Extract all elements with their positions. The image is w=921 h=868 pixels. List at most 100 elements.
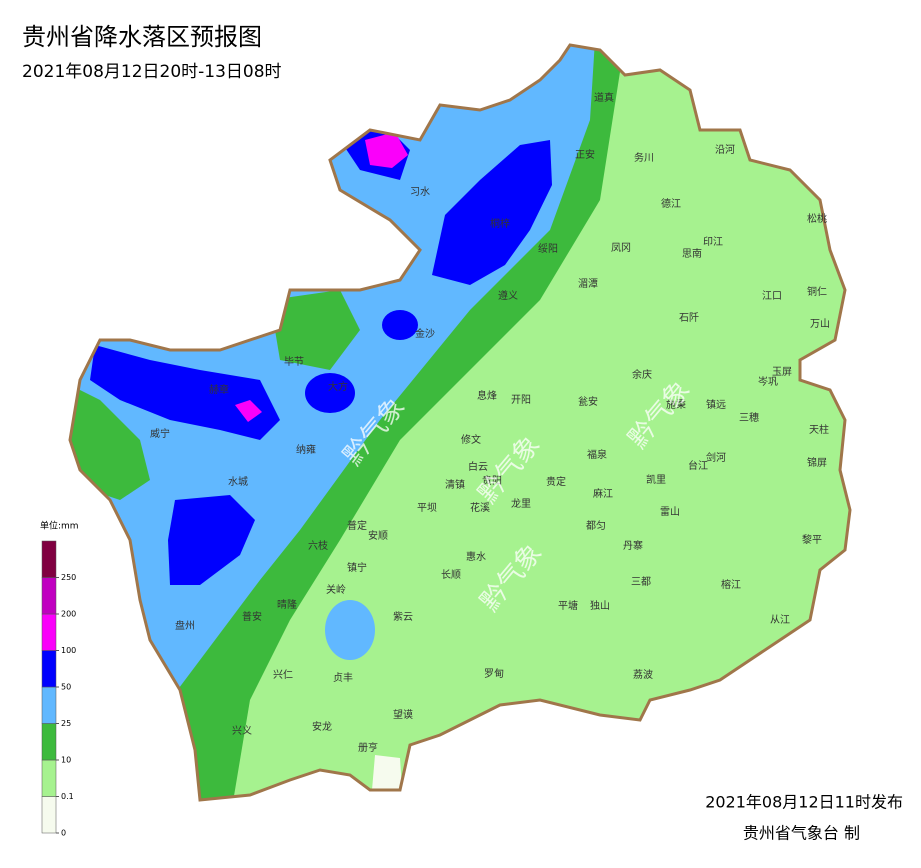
county-label: 施秉 <box>666 398 686 411</box>
county-label: 大方 <box>328 380 348 393</box>
area-heavy <box>325 600 375 660</box>
county-label: 石阡 <box>679 312 699 324</box>
legend-tick-label: 100 <box>61 646 76 655</box>
county-label: 印江 <box>703 236 723 248</box>
county-label: 息烽 <box>477 389 497 402</box>
county-label: 晴隆 <box>277 598 297 611</box>
map-title: 贵州省降水落区预报图 <box>22 23 262 51</box>
county-label: 镇宁 <box>347 561 367 574</box>
county-label: 册亨 <box>358 741 378 754</box>
county-label: 沿河 <box>715 144 735 156</box>
legend-tick-label: 50 <box>61 683 71 692</box>
county-label: 道真 <box>594 91 614 104</box>
legend: 0 0.1 10 25 50 100 200 250 <box>41 540 76 838</box>
county-label: 龙里 <box>511 497 531 510</box>
county-label: 罗甸 <box>484 667 504 680</box>
county-label: 丹寨 <box>623 539 643 552</box>
county-label: 天柱 <box>809 423 829 436</box>
county-label: 凤冈 <box>611 242 631 254</box>
area-rainstorm <box>305 373 355 413</box>
area-moderate <box>70 380 150 500</box>
legend-tick-label: 10 <box>61 756 71 765</box>
legend-tick-label: 200 <box>61 610 76 619</box>
county-label: 兴义 <box>232 725 252 737</box>
county-label: 凯里 <box>646 473 666 486</box>
area-rainstorm <box>90 345 280 440</box>
county-label: 万山 <box>810 318 830 330</box>
county-label: 毕节 <box>284 355 304 368</box>
county-label: 贵阳 <box>482 474 502 487</box>
county-label: 玉屏 <box>772 366 792 378</box>
area-none <box>372 755 402 790</box>
county-label: 台江 <box>688 459 708 472</box>
county-label: 兴仁 <box>273 669 293 681</box>
county-label: 都匀 <box>586 520 606 532</box>
county-label: 三都 <box>631 576 651 588</box>
legend-swatch <box>41 650 57 688</box>
county-label: 独山 <box>590 599 610 612</box>
county-label: 平坝 <box>417 502 437 514</box>
county-label: 湄潭 <box>578 278 598 290</box>
county-label: 从江 <box>770 614 790 626</box>
county-label: 贵定 <box>546 475 566 488</box>
county-label: 剑河 <box>706 451 726 464</box>
legend-swatch <box>41 759 57 797</box>
legend-swatch <box>41 577 57 615</box>
county-label: 金沙 <box>415 327 435 340</box>
legend-swatch <box>41 540 57 578</box>
legend-swatch <box>41 723 57 761</box>
county-label: 紫云 <box>393 611 413 623</box>
county-label: 福泉 <box>587 448 607 461</box>
county-label: 瓮安 <box>578 395 598 408</box>
area-rainstorm <box>168 495 255 585</box>
county-label: 遵义 <box>498 289 518 302</box>
county-label: 雷山 <box>660 506 680 518</box>
legend-tick-label: 0 <box>61 829 66 838</box>
county-label: 绥阳 <box>538 243 558 255</box>
map-subtitle: 2021年08月12日20时-13日08时 <box>22 62 282 82</box>
county-label: 开阳 <box>511 394 531 406</box>
county-label: 德江 <box>661 197 681 210</box>
county-label: 盘州 <box>175 619 195 632</box>
county-label: 惠水 <box>466 550 486 563</box>
county-label: 江口 <box>762 290 782 302</box>
county-label: 思南 <box>682 247 702 260</box>
county-label: 安龙 <box>312 720 332 733</box>
county-label: 安顺 <box>368 529 388 542</box>
county-label: 务川 <box>634 151 654 164</box>
county-label: 白云 <box>468 460 488 473</box>
county-label: 铜仁 <box>807 286 827 298</box>
area-rainstorm <box>382 310 418 340</box>
county-label: 六枝 <box>308 539 328 552</box>
county-label: 平塘 <box>558 599 578 612</box>
county-label: 荔波 <box>633 668 653 681</box>
county-label: 花溪 <box>470 501 490 514</box>
county-label: 望谟 <box>393 708 413 721</box>
county-label: 镇远 <box>706 398 726 411</box>
area-rainstorm <box>432 140 552 285</box>
area-downpour <box>365 132 408 168</box>
legend-swatch <box>41 613 57 651</box>
county-label: 锦屏 <box>807 456 827 469</box>
county-label: 松桃 <box>807 212 827 225</box>
legend-unit: 单位:mm <box>40 520 79 532</box>
legend-tick-label: 0.1 <box>61 792 74 801</box>
agency: 贵州省气象台 制 <box>743 824 860 843</box>
legend-tick-label: 250 <box>61 573 76 582</box>
county-label: 桐梓 <box>490 217 510 230</box>
county-label: 岑巩 <box>758 376 778 388</box>
county-label: 修文 <box>461 433 481 446</box>
legend-swatch <box>41 686 57 724</box>
county-label: 赫章 <box>209 383 229 396</box>
county-label: 麻江 <box>593 487 613 500</box>
legend-swatch <box>41 796 57 834</box>
county-label: 黎平 <box>802 533 822 546</box>
county-label: 清镇 <box>445 478 465 491</box>
county-label: 关岭 <box>326 583 346 596</box>
county-label: 水城 <box>228 476 248 488</box>
county-label: 威宁 <box>150 427 170 440</box>
county-label: 纳雍 <box>296 443 316 456</box>
